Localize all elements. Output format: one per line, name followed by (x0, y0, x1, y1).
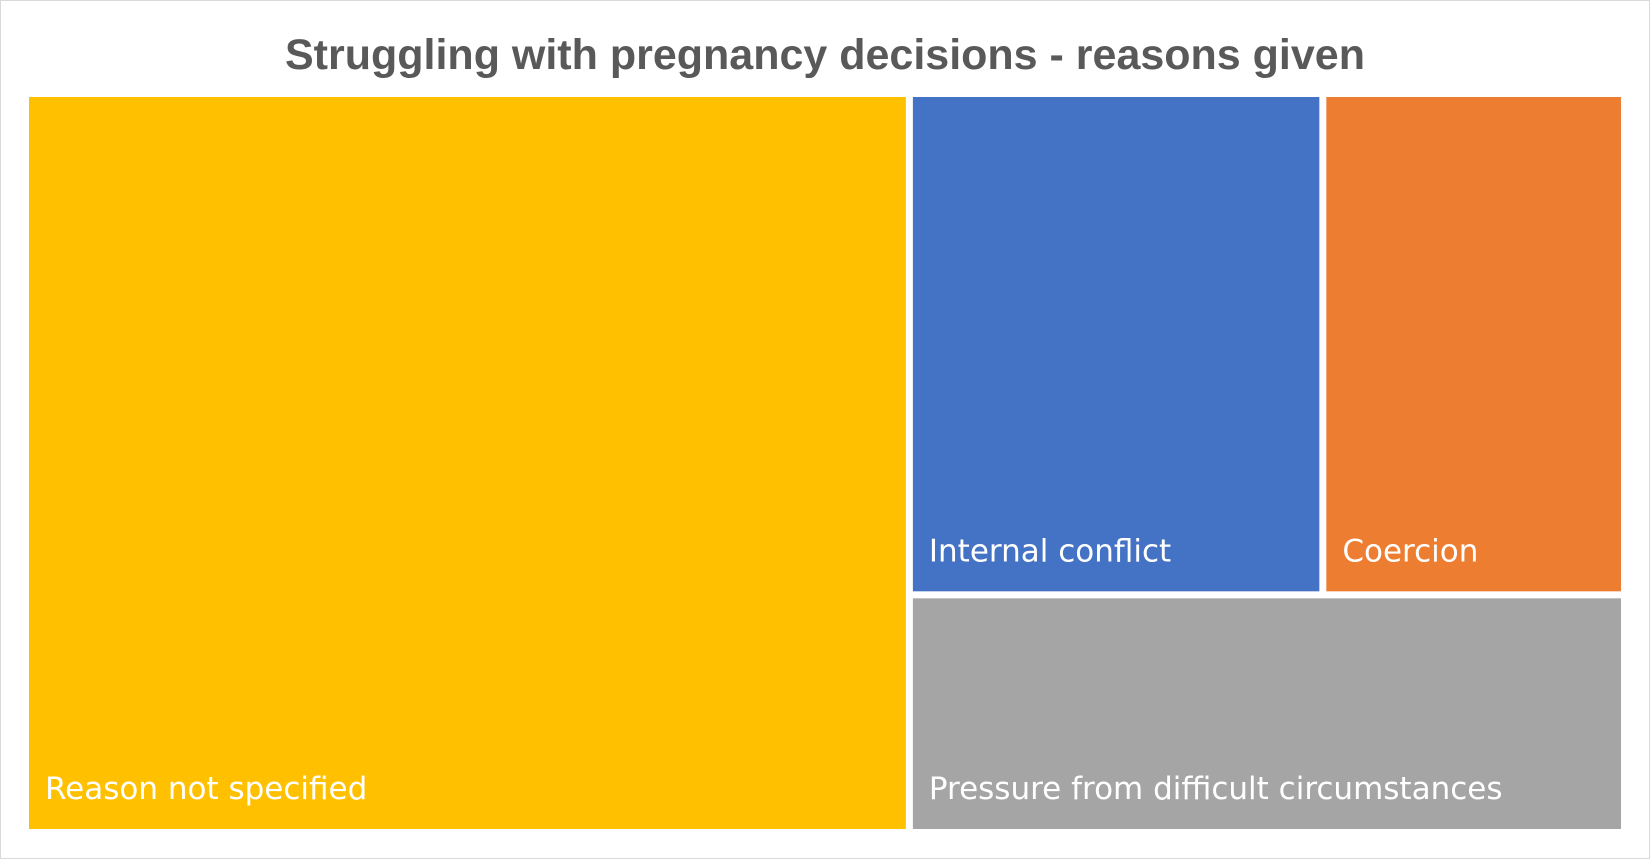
treemap-rect-reason-not-specified (29, 97, 906, 829)
treemap-tile-coercion: Coercion (1326, 97, 1621, 592)
treemap-rect-coercion (1326, 97, 1621, 592)
treemap-label-reason-not-specified: Reason not specified (45, 771, 367, 807)
treemap-label-coercion: Coercion (1342, 533, 1478, 569)
treemap-tile-internal-conflict: Internal conflict (912, 97, 1320, 592)
chart-title: Struggling with pregnancy decisions - re… (285, 31, 1365, 79)
treemap-tile-reason-not-specified: Reason not specified (29, 97, 906, 829)
treemap-label-pressure-from-difficult-circumstances: Pressure from difficult circumstances (929, 771, 1503, 807)
treemap-label-internal-conflict: Internal conflict (929, 533, 1171, 569)
treemap-rect-internal-conflict (912, 97, 1320, 592)
treemap-tile-pressure-from-difficult-circumstances: Pressure from difficult circumstances (912, 598, 1621, 829)
treemap-rect-pressure-from-difficult-circumstances (912, 598, 1621, 829)
